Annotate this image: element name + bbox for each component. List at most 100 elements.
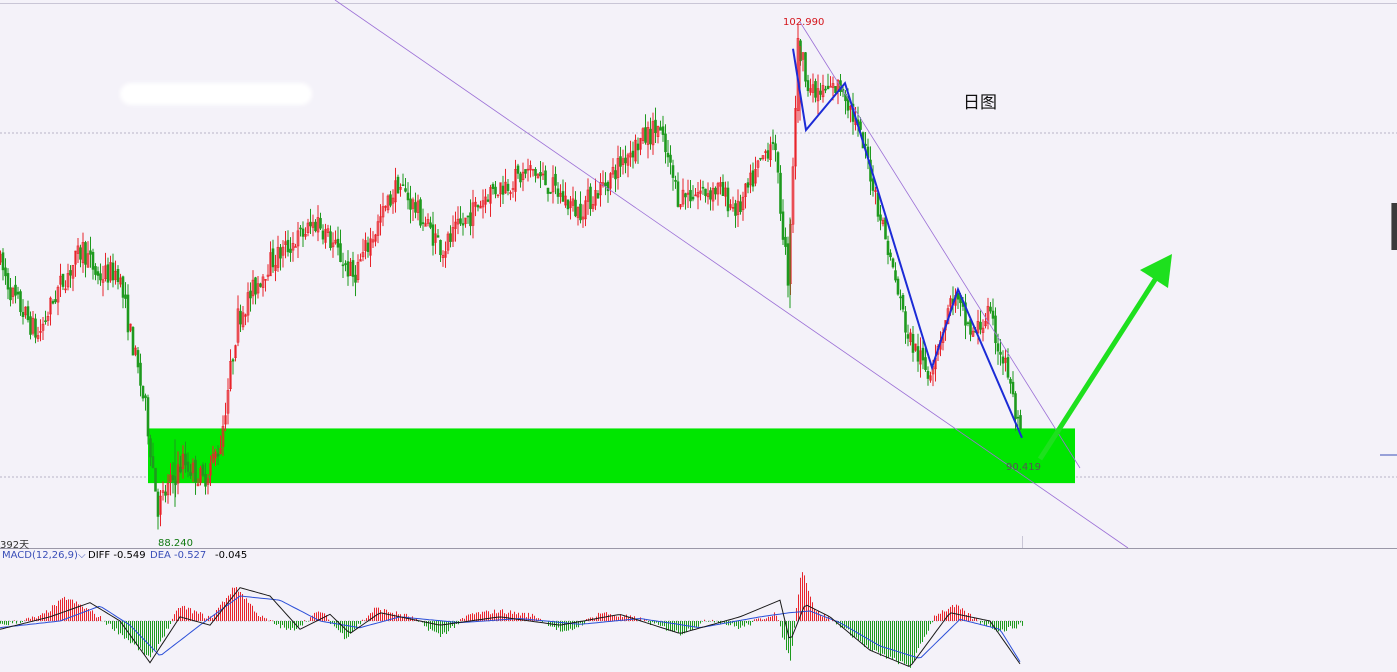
candle-body [244,314,247,317]
candle-body [759,157,762,160]
candle-body [696,192,700,198]
macd-panel [0,572,1023,668]
candle-body [64,288,67,291]
candle-body [484,196,487,205]
candle-body [709,190,712,200]
candle-body [1006,357,1010,378]
candle-body [394,180,397,203]
candle-body [481,200,485,208]
candle-body [559,192,562,197]
up-arrow-icon [1140,254,1172,288]
candle-body [241,312,245,328]
upper-trendline[interactable] [799,21,1081,469]
candle-body [564,195,567,206]
candle-body [301,228,305,237]
candle-body [166,483,170,496]
candle-body [524,169,527,174]
candle-body [479,205,482,209]
candle-body [421,222,425,224]
candle-body [191,462,195,473]
candle-body [976,320,980,334]
candle-body [461,223,465,226]
candle-body [834,86,837,94]
candle-body [84,242,87,265]
dea-value: DEA -0.527 [150,550,207,561]
candle-body [234,345,237,358]
support-zone [148,428,1075,484]
candle-body [471,202,475,226]
candle-body [949,298,952,307]
candle-body [891,258,895,268]
candle-body [376,221,380,236]
candle-body [336,238,340,248]
candle-body [629,152,632,158]
macd-indicator-label[interactable]: MACD(12,26,9)⌵ [2,550,86,561]
candle-body [246,292,250,316]
candle-body [544,170,547,186]
candle-body [391,197,395,204]
candle-body [59,275,62,285]
candle-body [776,152,780,173]
candle-body [206,478,210,485]
lower-trendline[interactable] [334,0,1129,549]
candle-body [256,283,260,294]
candle-body [374,234,377,242]
candle-body [351,260,355,277]
candle-body [619,156,622,167]
candle-body [249,290,252,299]
candle-body [689,189,692,202]
candle-body [446,233,450,251]
candle-body [176,464,180,484]
candle-body [754,169,757,184]
candle-body [676,181,680,207]
candle-body [384,205,387,208]
chevron-down-icon[interactable]: ⌵ [77,550,86,561]
candle-body [556,188,560,197]
candle-body [671,165,675,178]
candle-body [19,291,22,313]
candle-body [231,359,235,362]
candle-body [1011,381,1015,395]
candle-body [964,302,967,326]
candle-body [669,154,672,163]
candle-body [889,252,892,258]
scrollbar-handle[interactable] [1391,203,1397,250]
candle-body [264,278,267,281]
candle-body [746,182,750,188]
candle-body [831,83,835,88]
candle-body [369,238,372,256]
candle-body [74,250,77,265]
candle-body [826,85,830,90]
candle-body [51,301,55,304]
candle-body [269,252,272,277]
candle-body [586,189,590,202]
candle-body [814,81,817,98]
macd-label-text: MACD(12,26,9) [2,550,78,561]
wave-line[interactable] [792,48,1023,439]
candle-body [816,88,820,102]
candle-body [566,199,570,210]
candle-body [541,173,545,176]
candle-body [109,262,112,281]
candle-body [204,474,207,487]
candle-body [639,138,642,150]
candle-body [266,274,270,277]
candle-body [314,221,317,232]
candle-body [486,199,490,202]
candle-body [76,245,80,254]
candle-body [331,242,335,248]
candle-body [306,222,310,233]
candle-body [769,144,772,160]
candle-body [859,121,862,130]
candle-body [379,216,382,223]
candle-body [631,150,635,158]
candle-body [371,239,375,243]
candle-body [1004,358,1007,363]
candle-body [766,150,770,159]
candle-body [424,223,427,227]
candle-body [381,206,385,218]
candle-body [444,251,447,258]
candle-body [26,306,30,321]
